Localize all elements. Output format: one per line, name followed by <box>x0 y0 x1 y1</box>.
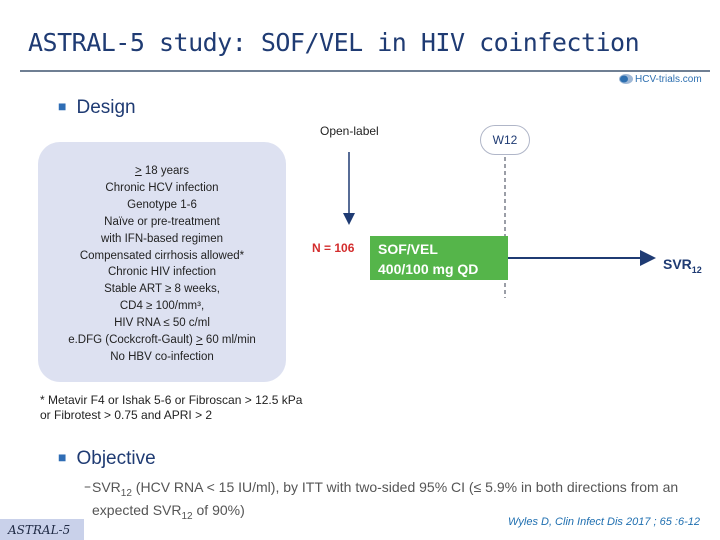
objective-heading: ■ Objective <box>58 448 156 470</box>
week-12-marker: W12 <box>480 125 530 155</box>
citation: Wyles D, Clin Infect Dis 2017 ; 65 :6-12 <box>508 516 700 528</box>
criterion: with IFN-based regimen <box>100 232 224 245</box>
criterion: Chronic HCV infection <box>105 181 219 194</box>
criterion: Genotype 1-6 <box>127 198 197 211</box>
criterion: Stable ART ≥ 8 weeks, <box>104 283 220 296</box>
dash-icon: – <box>84 479 91 495</box>
design-heading: ■ Design <box>58 97 136 119</box>
inclusion-criteria-list: > 18 years Chronic HCV infection Genotyp… <box>38 163 286 366</box>
bullet-icon: ■ <box>58 449 67 465</box>
footnote-line: * Metavir F4 or Ishak 5-6 or Fibroscan >… <box>40 393 303 407</box>
objective-text: SVR12 (HCV RNA < 15 IU/ml), by ITT with … <box>92 479 679 522</box>
criterion: CD4 ≥ 100/mm³, <box>119 300 205 313</box>
endpoint-label: SVR12 <box>663 256 702 275</box>
inclusion-criteria-box <box>38 142 286 382</box>
study-tag: ASTRAL-5 <box>0 519 84 540</box>
criterion: Chronic HIV infection <box>107 266 217 279</box>
cirrhosis-footnote: * Metavir F4 or Ishak 5-6 or Fibroscan >… <box>40 393 302 423</box>
logo-mark-icon <box>619 74 633 84</box>
logo-text: HCV-trials.com <box>635 73 702 85</box>
sample-size-label: N = 106 <box>312 241 355 255</box>
footnote-line: or Fibrotest > 0.75 and APRI > 2 <box>40 408 213 422</box>
criterion-egfr: e.DFG (Cockcroft-Gault) > 60 ml/min <box>68 334 256 347</box>
criterion: Compensated cirrhosis allowed* <box>79 249 245 262</box>
arm-drug: SOF/VEL <box>378 241 438 257</box>
criterion: Naïve or pre-treatment <box>104 215 220 228</box>
open-label: Open-label <box>320 124 379 138</box>
objective-heading-label: Objective <box>76 448 156 469</box>
title-divider <box>20 70 710 72</box>
design-heading-label: Design <box>76 97 136 118</box>
bullet-icon: ■ <box>58 98 67 114</box>
arm-dose: 400/100 mg QD <box>378 261 479 277</box>
criterion: No HBV co-infection <box>110 350 214 363</box>
treatment-arm-box: SOF/VEL 400/100 mg QD <box>370 236 508 280</box>
criterion-age: > 18 years <box>134 165 190 177</box>
hcv-trials-logo: HCV-trials.com <box>617 70 715 88</box>
page-title: ASTRAL-5 study: SOF/VEL in HIV coinfecti… <box>28 28 640 57</box>
criterion: HIV RNA ≤ 50 c/ml <box>114 317 210 330</box>
